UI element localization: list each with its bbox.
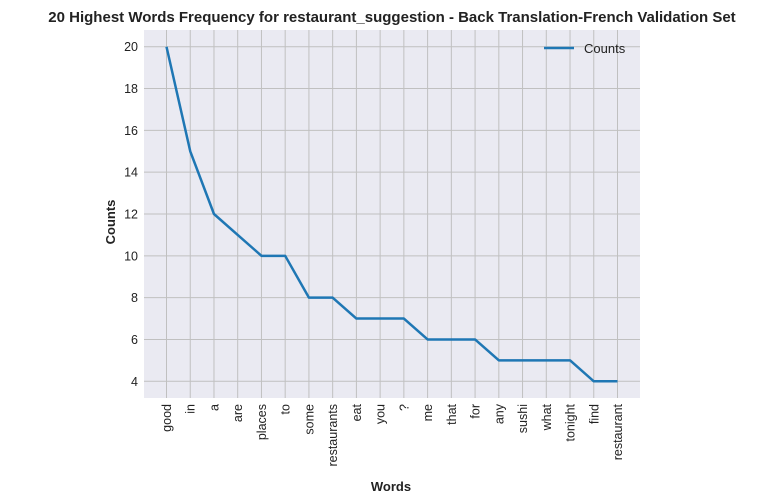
x-tick-label: find xyxy=(587,404,601,424)
y-tick-label: 12 xyxy=(124,208,138,222)
y-tick-label: 4 xyxy=(131,375,138,389)
x-tick-label: a xyxy=(207,404,221,411)
y-ticks: 4 6 8 10 12 14 16 18 20 xyxy=(124,40,138,389)
x-tick-label: restaurants xyxy=(326,404,340,467)
chart-title: 20 Highest Words Frequency for restauran… xyxy=(48,9,735,26)
y-tick-label: 18 xyxy=(124,82,138,96)
y-tick-label: 6 xyxy=(131,333,138,347)
x-tick-label: you xyxy=(374,404,388,424)
legend-label: Counts xyxy=(584,41,626,56)
y-tick-label: 20 xyxy=(124,40,138,54)
series-line-counts xyxy=(165,46,618,383)
y-tick-label: 10 xyxy=(124,249,138,263)
x-axis-label: Words xyxy=(371,479,411,494)
x-tick-label: sushi xyxy=(516,404,530,433)
x-tick-label: that xyxy=(445,403,459,424)
x-tick-label: for xyxy=(469,404,483,419)
x-tick-label: tonight xyxy=(564,403,578,441)
y-tick-label: 14 xyxy=(124,166,138,180)
x-tick-label: places xyxy=(255,404,269,440)
y-tick-label: 8 xyxy=(131,291,138,305)
x-tick-label: to xyxy=(279,404,293,414)
y-axis-label: Counts xyxy=(103,200,118,245)
x-ticks: good in a are places to some restaurants eat you?… xyxy=(160,403,625,466)
x-tick-label: in xyxy=(184,404,198,414)
x-tick-label: eat xyxy=(350,403,364,421)
x-tick-label: me xyxy=(421,404,435,421)
x-tick-label: some xyxy=(302,404,316,435)
grid xyxy=(144,30,640,398)
x-tick-label: what xyxy=(540,403,554,431)
y-tick-label: 16 xyxy=(124,124,138,138)
x-tick-label: good xyxy=(160,404,174,432)
legend: Counts xyxy=(544,41,626,56)
x-tick-label: any xyxy=(492,403,506,424)
x-tick-label: are xyxy=(231,404,245,422)
x-tick-label: restaurant xyxy=(611,403,625,460)
x-tick-label: ? xyxy=(397,404,411,411)
